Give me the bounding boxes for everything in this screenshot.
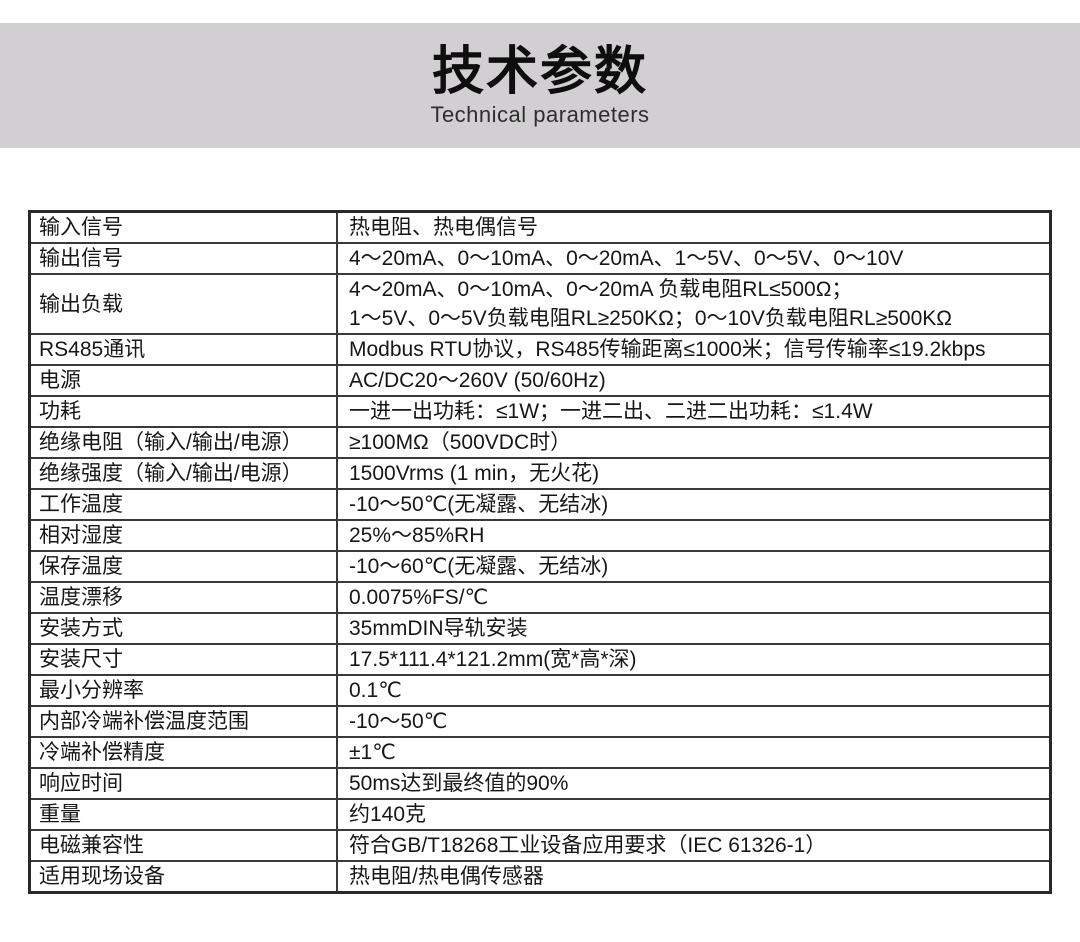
- param-value-cell: -10～50℃: [336, 705, 1052, 738]
- param-value-cell: 热电阻、热电偶信号: [336, 210, 1052, 244]
- table-row: 输出负载 4～20mA、0～10mA、0～20mA 负载电阻RL≤500Ω； 1…: [28, 273, 1052, 335]
- param-label-cell: 输入信号: [28, 210, 338, 244]
- param-label-cell: 重量: [28, 798, 338, 831]
- title-band: 技术参数 Technical parameters: [0, 23, 1080, 148]
- param-value-cell: 一进一出功耗：≤1W；一进二出、二进二出功耗：≤1.4W: [336, 395, 1052, 428]
- param-label-cell: 工作温度: [28, 488, 338, 521]
- param-label-cell: 电源: [28, 364, 338, 397]
- param-value-cell: AC/DC20～260V (50/60Hz): [336, 364, 1052, 397]
- spec-table-container: 输入信号 热电阻、热电偶信号 输出信号 4～20mA、0～10mA、0～20mA…: [28, 210, 1052, 894]
- param-value-cell: 符合GB/T18268工业设备应用要求（IEC 61326-1）: [336, 829, 1052, 862]
- param-label-cell: 保存温度: [28, 550, 338, 583]
- param-value-cell: ≥100MΩ（500VDC时）: [336, 426, 1052, 459]
- table-row: 保存温度 -10～60℃(无凝露、无结冰): [28, 550, 1052, 583]
- param-label-cell: 冷端补偿精度: [28, 736, 338, 769]
- param-value-cell: 50ms达到最终值的90%: [336, 767, 1052, 800]
- param-value-cell: -10～50℃(无凝露、无结冰): [336, 488, 1052, 521]
- param-value-cell: 4～20mA、0～10mA、0～20mA、1～5V、0～5V、0～10V: [336, 242, 1052, 275]
- param-value-cell: -10～60℃(无凝露、无结冰): [336, 550, 1052, 583]
- param-value-cell: Modbus RTU协议，RS485传输距离≤1000米；信号传输率≤19.2k…: [336, 333, 1052, 366]
- table-row: 最小分辨率 0.1℃: [28, 674, 1052, 707]
- table-row: 重量 约140克: [28, 798, 1052, 831]
- table-row: 内部冷端补偿温度范围 -10～50℃: [28, 705, 1052, 738]
- spec-table: 输入信号 热电阻、热电偶信号 输出信号 4～20mA、0～10mA、0～20mA…: [28, 210, 1052, 894]
- param-label-cell: 电磁兼容性: [28, 829, 338, 862]
- table-row: 工作温度 -10～50℃(无凝露、无结冰): [28, 488, 1052, 521]
- param-label-cell: 安装尺寸: [28, 643, 338, 676]
- param-value-cell: 35mmDIN导轨安装: [336, 612, 1052, 645]
- param-label-cell: 相对湿度: [28, 519, 338, 552]
- param-label-cell: 输出负载: [28, 273, 338, 335]
- table-row: 电源 AC/DC20～260V (50/60Hz): [28, 364, 1052, 397]
- param-value-cell: 1500Vrms (1 min，无火花): [336, 457, 1052, 490]
- param-label-cell: 适用现场设备: [28, 860, 338, 894]
- param-label-cell: 输出信号: [28, 242, 338, 275]
- param-label-cell: 响应时间: [28, 767, 338, 800]
- param-label-cell: 温度漂移: [28, 581, 338, 614]
- param-value-cell: 4～20mA、0～10mA、0～20mA 负载电阻RL≤500Ω； 1～5V、0…: [336, 273, 1052, 335]
- table-row: 适用现场设备 热电阻/热电偶传感器: [28, 860, 1052, 894]
- param-value-cell: 25%～85%RH: [336, 519, 1052, 552]
- param-value-cell: 约140克: [336, 798, 1052, 831]
- page-subtitle: Technical parameters: [430, 101, 650, 127]
- param-label-cell: 内部冷端补偿温度范围: [28, 705, 338, 738]
- table-row: RS485通讯 Modbus RTU协议，RS485传输距离≤1000米；信号传…: [28, 333, 1052, 366]
- param-value-cell: ±1℃: [336, 736, 1052, 769]
- table-row: 功耗 一进一出功耗：≤1W；一进二出、二进二出功耗：≤1.4W: [28, 395, 1052, 428]
- table-row: 绝缘电阻（输入/输出/电源） ≥100MΩ（500VDC时）: [28, 426, 1052, 459]
- param-label-cell: RS485通讯: [28, 333, 338, 366]
- param-value-cell: 17.5*111.4*121.2mm(宽*高*深): [336, 643, 1052, 676]
- table-row: 响应时间 50ms达到最终值的90%: [28, 767, 1052, 800]
- table-row: 相对湿度 25%～85%RH: [28, 519, 1052, 552]
- param-label-cell: 绝缘强度（输入/输出/电源）: [28, 457, 338, 490]
- table-row: 冷端补偿精度 ±1℃: [28, 736, 1052, 769]
- param-label-cell: 安装方式: [28, 612, 338, 645]
- table-row: 温度漂移 0.0075%FS/℃: [28, 581, 1052, 614]
- param-label-cell: 绝缘电阻（输入/输出/电源）: [28, 426, 338, 459]
- param-value-cell: 0.1℃: [336, 674, 1052, 707]
- table-row: 安装方式 35mmDIN导轨安装: [28, 612, 1052, 645]
- table-row: 输入信号 热电阻、热电偶信号: [28, 210, 1052, 244]
- param-value-cell: 0.0075%FS/℃: [336, 581, 1052, 614]
- table-row: 电磁兼容性 符合GB/T18268工业设备应用要求（IEC 61326-1）: [28, 829, 1052, 862]
- page-title: 技术参数: [431, 42, 648, 101]
- param-label-cell: 功耗: [28, 395, 338, 428]
- param-value-cell: 热电阻/热电偶传感器: [336, 860, 1052, 894]
- table-row: 输出信号 4～20mA、0～10mA、0～20mA、1～5V、0～5V、0～10…: [28, 242, 1052, 275]
- table-row: 绝缘强度（输入/输出/电源） 1500Vrms (1 min，无火花): [28, 457, 1052, 490]
- table-row: 安装尺寸 17.5*111.4*121.2mm(宽*高*深): [28, 643, 1052, 676]
- param-label-cell: 最小分辨率: [28, 674, 338, 707]
